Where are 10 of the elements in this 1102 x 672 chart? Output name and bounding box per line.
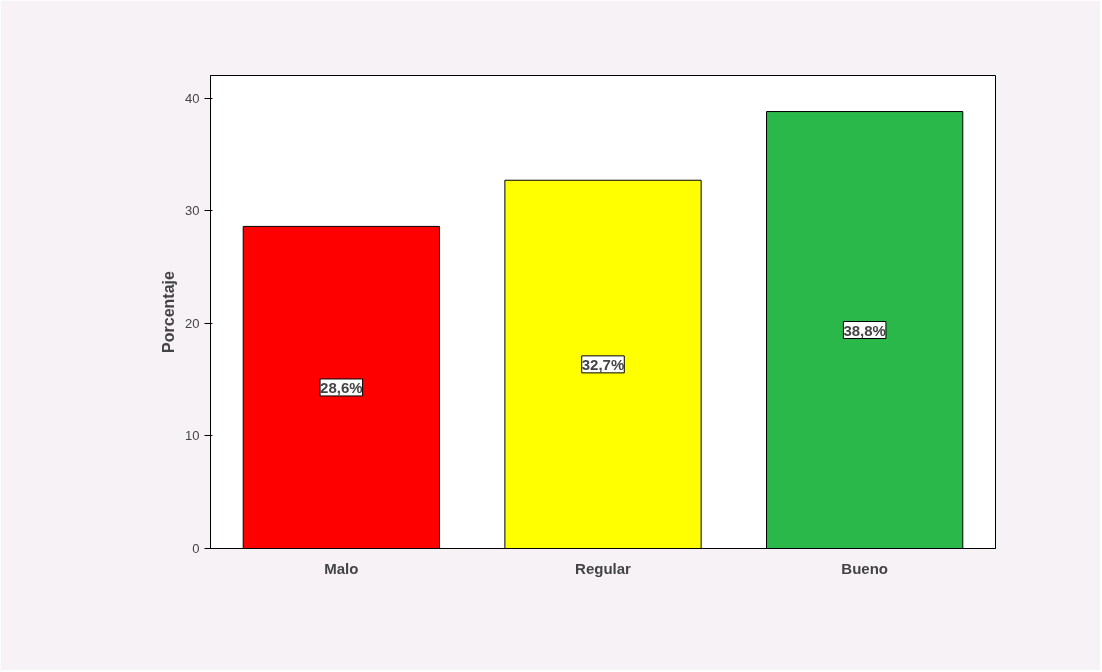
x-tick-label: Regular <box>575 559 632 577</box>
y-tick-label: 20 <box>185 315 200 331</box>
y-tick-label: 30 <box>185 203 200 219</box>
data-label: 32,7% <box>581 355 625 373</box>
y-tick-label: 0 <box>192 541 200 556</box>
y-axis-title: Porcentaje <box>160 270 178 353</box>
y-tick-label: 10 <box>185 428 200 444</box>
x-tick-label: Bueno <box>841 559 889 577</box>
x-tick-label: Malo <box>324 559 359 577</box>
y-tick-label: 40 <box>185 90 200 106</box>
